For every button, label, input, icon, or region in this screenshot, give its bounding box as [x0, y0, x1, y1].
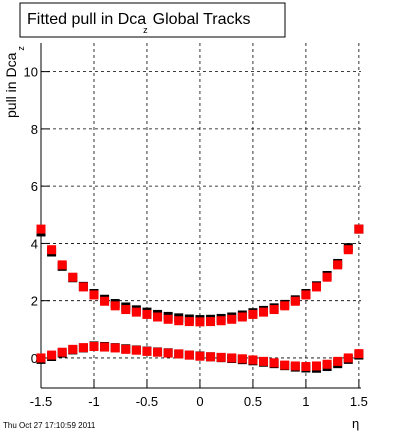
title-subscript: z: [143, 25, 148, 35]
marker: [259, 307, 269, 317]
marker: [333, 260, 343, 270]
marker: [290, 296, 300, 306]
x-tick-label: 1.5: [350, 394, 368, 409]
marker: [311, 361, 321, 371]
x-tick-label: 0: [196, 394, 203, 409]
marker: [78, 343, 88, 353]
marker: [248, 309, 258, 319]
y-tick-label: 0: [31, 351, 38, 366]
marker: [153, 312, 163, 322]
marker: [57, 260, 67, 270]
marker: [280, 301, 290, 311]
marker: [206, 352, 216, 362]
marker: [333, 356, 343, 366]
x-axis-label: η: [352, 416, 359, 431]
x-tick-label: -1.5: [30, 394, 52, 409]
marker: [269, 358, 279, 368]
marker: [142, 309, 152, 319]
y-tick-label: 8: [31, 122, 38, 137]
marker: [354, 349, 364, 359]
marker: [163, 348, 173, 358]
title-rest: Global Tracks: [153, 11, 251, 28]
marker: [163, 314, 173, 324]
marker: [195, 351, 205, 361]
title-box: [19, 2, 286, 38]
y-axis-label: pull in Dcaz: [3, 46, 26, 118]
marker: [248, 355, 258, 365]
marker: [174, 349, 184, 359]
marker: [110, 343, 120, 353]
marker: [36, 353, 46, 363]
marker: [216, 316, 226, 326]
marker: [237, 354, 247, 364]
marker: [47, 350, 57, 360]
marker: [174, 316, 184, 326]
y-label-subscript: z: [16, 46, 26, 51]
marker: [121, 305, 131, 315]
marker: [227, 314, 237, 324]
marker: [343, 353, 353, 363]
x-tick-label: 1: [302, 394, 309, 409]
marker: [142, 346, 152, 356]
marker: [206, 317, 216, 327]
marker: [89, 341, 99, 351]
marker: [322, 359, 332, 369]
y-tick-label: 4: [31, 236, 38, 251]
marker: [121, 344, 131, 354]
title-text: Fitted pull in Dca: [27, 11, 146, 28]
marker: [280, 360, 290, 370]
marker: [36, 224, 46, 234]
marker: [195, 317, 205, 327]
marker: [311, 282, 321, 292]
marker: [227, 353, 237, 363]
timestamp: Thu Oct 27 17:10:59 2011: [3, 421, 96, 430]
marker: [47, 245, 57, 255]
marker: [354, 224, 364, 234]
marker: [89, 290, 99, 300]
marker: [68, 272, 78, 282]
x-tick-label: 0.5: [244, 394, 262, 409]
x-tick-label: -1: [88, 394, 100, 409]
marker: [237, 312, 247, 322]
marker: [100, 342, 110, 352]
marker: [100, 296, 110, 306]
marker: [184, 350, 194, 360]
marker: [269, 305, 279, 315]
marker: [68, 344, 78, 354]
marker: [343, 245, 353, 255]
marker: [290, 361, 300, 371]
marker: [131, 345, 141, 355]
y-tick-label: 2: [31, 294, 38, 309]
marker: [216, 352, 226, 362]
y-tick-label: 6: [31, 179, 38, 194]
y-tick-label: 10: [24, 65, 38, 80]
chart-title: Fitted pull in Dca z Global Tracks: [27, 11, 250, 35]
marker: [259, 356, 269, 366]
marker: [301, 362, 311, 372]
marker: [153, 347, 163, 357]
x-tick-label: -0.5: [136, 394, 158, 409]
marker: [131, 307, 141, 317]
marker: [301, 290, 311, 300]
y-label-text: pull in Dca: [3, 52, 19, 118]
marker: [322, 272, 332, 282]
marker: [110, 301, 120, 311]
marker: [184, 317, 194, 327]
marker: [78, 282, 88, 292]
marker: [57, 347, 67, 357]
